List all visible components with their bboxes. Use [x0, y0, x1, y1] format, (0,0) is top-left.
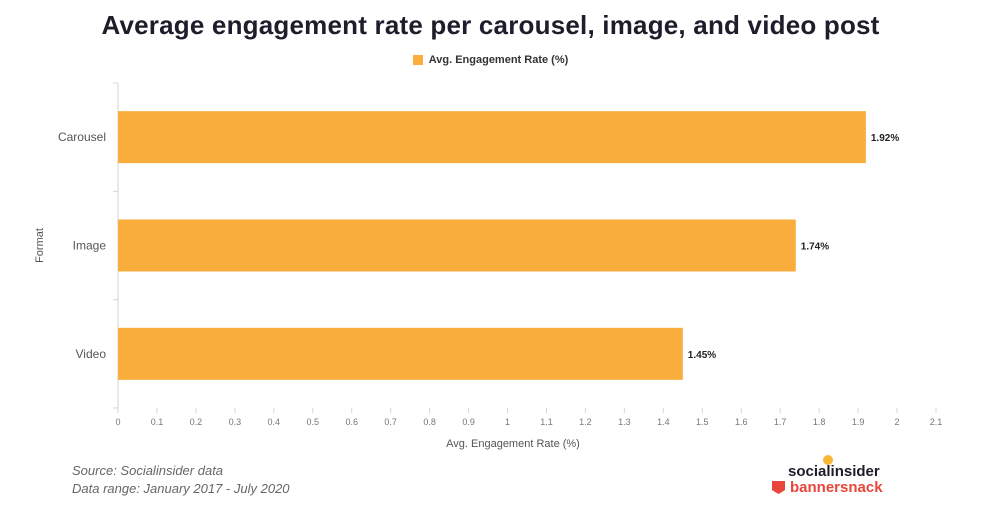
category-label-video: Video	[76, 347, 107, 361]
x-tick-label: 1	[505, 417, 510, 427]
x-tick-label: 0.2	[190, 417, 203, 427]
x-tick-label: 1.6	[735, 417, 748, 427]
category-label-carousel: Carousel	[58, 130, 106, 144]
x-tick-label: 0.7	[384, 417, 397, 427]
y-axis-title: Format	[34, 228, 46, 263]
bannersnack-label: bannersnack	[790, 479, 883, 496]
bannersnack-icon	[772, 481, 785, 494]
x-tick-label: 1.8	[813, 417, 826, 427]
x-tick-label: 0.4	[268, 417, 281, 427]
socialinsider-logo-dot	[823, 455, 833, 465]
bannersnack-logo: bannersnack	[772, 479, 883, 496]
x-tick-label: 0.9	[462, 417, 475, 427]
date-range-note: Data range: January 2017 - July 2020	[72, 481, 290, 496]
x-tick-label: 0.8	[423, 417, 436, 427]
legend-swatch	[412, 55, 423, 65]
x-tick-label: 2.1	[930, 417, 943, 427]
source-note: Source: Socialinsider data	[72, 463, 224, 478]
x-tick-label: 0.6	[345, 417, 358, 427]
x-axis-title: Avg. Engagement Rate (%)	[446, 438, 580, 450]
category-label-image: Image	[73, 239, 107, 253]
x-tick-label: 1.4	[657, 417, 670, 427]
x-tick-label: 1.9	[852, 417, 865, 427]
x-tick-label: 1.7	[774, 417, 787, 427]
bar-video	[118, 327, 683, 380]
data-label-image: 1.74%	[801, 242, 829, 253]
chart-title: Average engagement rate per carousel, im…	[101, 10, 880, 40]
x-tick-label: 1.5	[696, 417, 709, 427]
x-tick-label: 0.1	[151, 417, 164, 427]
x-tick-label: 0.5	[307, 417, 320, 427]
x-tick-label: 1.1	[540, 417, 553, 427]
x-tick-label: 2	[895, 417, 900, 427]
data-label-carousel: 1.92%	[871, 133, 899, 144]
x-tick-label: 0	[115, 417, 120, 427]
x-tick-label: 0.3	[229, 417, 242, 427]
socialinsider-logo: socialinsider	[788, 463, 880, 480]
chart-legend: Avg. Engagement Rate (%)	[0, 54, 981, 66]
bar-image	[118, 219, 796, 272]
x-tick-label: 1.3	[618, 417, 631, 427]
data-label-video: 1.45%	[688, 350, 716, 361]
legend-label: Avg. Engagement Rate (%)	[428, 54, 569, 66]
bar-carousel	[118, 111, 866, 164]
x-tick-label: 1.2	[579, 417, 592, 427]
